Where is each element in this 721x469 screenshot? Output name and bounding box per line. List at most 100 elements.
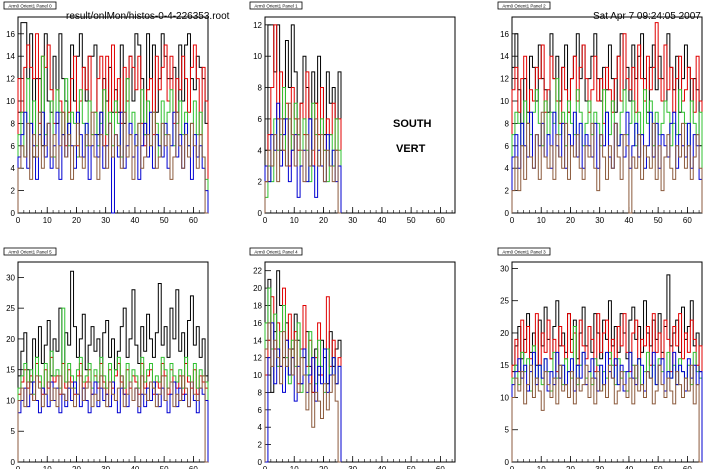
- x-tick-label: 20: [72, 465, 81, 469]
- series-line-s5: [264, 322, 341, 463]
- y-tick-label: 8: [258, 84, 263, 93]
- x-tick-label: 30: [348, 216, 357, 225]
- histogram-panel-3: Arm0 Orient1 Panel 5 0 10 20 30 40 50 60 0 5 10 15 2…: [3, 247, 209, 469]
- y-tick-label: 10: [500, 393, 509, 402]
- y-tick-label: 4: [11, 164, 16, 173]
- series-line-s1: [17, 22, 209, 213]
- series-line-s2: [17, 356, 209, 462]
- x-tick-label: 60: [189, 465, 198, 469]
- x-tick-label: 20: [566, 216, 575, 225]
- y-tick-label: 0: [505, 209, 510, 218]
- x-tick-label: 0: [510, 216, 515, 225]
- y-tick-label: 12: [6, 75, 15, 84]
- x-tick-label: 50: [654, 465, 663, 469]
- x-tick-label: 50: [654, 216, 663, 225]
- y-tick-label: 22: [253, 267, 262, 276]
- series-line-s5: [511, 364, 702, 463]
- panel-title: Arm0 Orient1 Panel 2: [502, 4, 546, 9]
- x-tick-label: 40: [130, 216, 139, 225]
- plot-frame: [17, 261, 209, 463]
- x-tick-label: 10: [537, 465, 546, 469]
- panel-title-box: [3, 1, 57, 10]
- y-tick-label: 0: [258, 209, 263, 218]
- panel-title: Arm0 Orient1 Panel 3: [502, 250, 546, 255]
- y-tick-label: 12: [253, 354, 262, 363]
- plot-frame: [511, 261, 703, 463]
- series-line-s5: [511, 111, 703, 214]
- x-tick-label: 60: [683, 216, 692, 225]
- y-tick-label: 6: [505, 142, 510, 151]
- x-tick-label: 20: [319, 465, 328, 469]
- y-tick-label: 5: [11, 427, 16, 436]
- panel-title: Arm0 Orient1 Panel 0: [8, 4, 52, 9]
- series-line-s4: [511, 351, 703, 462]
- y-tick-label: 2: [258, 441, 263, 450]
- y-tick-label: 20: [500, 329, 509, 338]
- y-tick-label: 15: [6, 366, 15, 375]
- y-tick-label: 5: [505, 426, 510, 435]
- series-line-s4: [511, 111, 703, 213]
- file-path-label: result/onlMon/histos-0-4-226353.root: [66, 11, 230, 22]
- y-tick-label: 14: [6, 52, 15, 61]
- x-tick-label: 10: [43, 216, 52, 225]
- arm-label: SOUTH: [393, 118, 432, 130]
- y-tick-label: 30: [500, 264, 509, 273]
- y-tick-label: 4: [505, 164, 510, 173]
- y-tick-label: 0: [11, 458, 16, 467]
- series-line-s1: [17, 270, 209, 462]
- series-line-s5: [17, 111, 208, 214]
- panel-title: Arm0 Orient1 Panel 4: [254, 250, 298, 255]
- x-tick-label: 40: [377, 465, 386, 469]
- y-tick-label: 10: [253, 371, 262, 380]
- series-line-s2: [511, 22, 703, 213]
- y-tick-label: 2: [258, 178, 263, 187]
- y-tick-label: 20: [253, 284, 262, 293]
- x-tick-label: 30: [101, 216, 110, 225]
- panel-title: Arm0 Orient1 Panel 1: [254, 4, 298, 9]
- x-tick-label: 0: [16, 216, 21, 225]
- series-line-s2: [17, 33, 209, 213]
- series-line-s2: [511, 313, 703, 462]
- panel-title-box: [497, 1, 551, 10]
- panel-title-box: [249, 1, 303, 10]
- y-tick-label: 4: [258, 423, 263, 432]
- timestamp-label: Sat Apr 7 09:24:05 2007: [593, 11, 701, 22]
- series-line-s1: [511, 274, 703, 462]
- y-tick-label: 0: [505, 458, 510, 467]
- x-tick-label: 40: [377, 216, 386, 225]
- y-tick-label: 2: [11, 187, 16, 196]
- histogram-panel-5: Arm0 Orient1 Panel 3 0 10 20 30 40 50 60 0 5 10 15 2…: [497, 247, 703, 469]
- y-tick-label: 12: [253, 21, 262, 30]
- x-tick-label: 50: [407, 465, 416, 469]
- x-tick-label: 0: [263, 216, 268, 225]
- y-tick-label: 6: [258, 406, 263, 415]
- x-tick-label: 60: [683, 465, 692, 469]
- y-tick-label: 6: [11, 142, 16, 151]
- x-tick-label: 0: [510, 465, 515, 469]
- y-tick-label: 14: [500, 52, 509, 61]
- y-tick-label: 14: [253, 336, 262, 345]
- x-tick-label: 10: [537, 216, 546, 225]
- y-tick-label: 8: [505, 119, 510, 128]
- x-tick-label: 30: [348, 465, 357, 469]
- y-tick-label: 10: [6, 97, 15, 106]
- x-tick-label: 60: [436, 216, 445, 225]
- x-tick-label: 10: [43, 465, 52, 469]
- y-tick-label: 8: [11, 119, 16, 128]
- y-tick-label: 20: [6, 335, 15, 344]
- x-tick-label: 50: [407, 216, 416, 225]
- x-tick-label: 30: [595, 216, 604, 225]
- y-tick-label: 8: [258, 388, 263, 397]
- x-tick-label: 20: [72, 216, 81, 225]
- panel-title: Arm0 Orient1 Panel 5: [8, 250, 52, 255]
- y-tick-label: 25: [500, 297, 509, 306]
- y-tick-label: 0: [258, 458, 263, 467]
- x-tick-label: 50: [160, 216, 169, 225]
- histogram-panel-0: Arm0 Orient1 Panel 0 0 10 20 30 40 50 60 0 2 4 6 8 10…: [3, 1, 209, 225]
- series-line-s5: [17, 375, 208, 463]
- x-tick-label: 30: [101, 465, 110, 469]
- y-tick-label: 16: [500, 30, 509, 39]
- panel-title-box: [3, 247, 57, 256]
- x-tick-label: 40: [624, 216, 633, 225]
